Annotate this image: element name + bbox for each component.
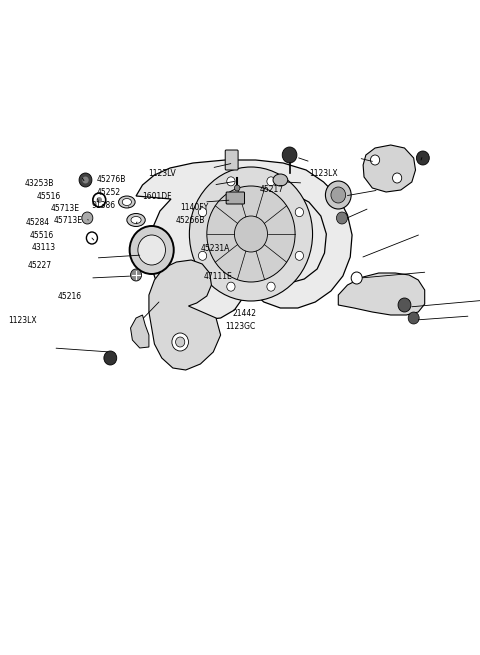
Ellipse shape [119, 196, 135, 208]
Circle shape [267, 177, 275, 186]
Ellipse shape [273, 174, 288, 186]
Ellipse shape [131, 217, 141, 223]
Circle shape [295, 252, 303, 260]
Circle shape [138, 235, 166, 265]
Text: 45266B: 45266B [176, 216, 205, 225]
Text: 1123LV: 1123LV [148, 169, 176, 178]
Ellipse shape [127, 214, 145, 227]
Text: 45713E: 45713E [54, 216, 83, 225]
Text: 45231A: 45231A [201, 244, 230, 253]
Polygon shape [149, 260, 221, 370]
Circle shape [93, 193, 106, 207]
Circle shape [176, 337, 185, 347]
Text: 43253B: 43253B [24, 179, 54, 188]
Circle shape [371, 155, 380, 165]
Ellipse shape [122, 198, 132, 206]
Circle shape [79, 173, 92, 187]
Text: 1140FY: 1140FY [180, 203, 208, 212]
Text: 45516: 45516 [36, 192, 60, 201]
Text: 45284: 45284 [25, 218, 50, 227]
Circle shape [398, 298, 411, 312]
Text: 45516: 45516 [30, 231, 54, 240]
FancyBboxPatch shape [225, 150, 238, 170]
Text: 45713E: 45713E [51, 204, 80, 213]
Text: 45217: 45217 [260, 185, 284, 195]
Polygon shape [338, 273, 425, 315]
Circle shape [172, 333, 189, 351]
Polygon shape [363, 145, 416, 192]
Text: 1601DF: 1601DF [142, 192, 171, 201]
Circle shape [417, 151, 429, 165]
Circle shape [331, 187, 346, 203]
Text: 1123LX: 1123LX [309, 169, 337, 178]
Circle shape [227, 177, 235, 186]
Text: 91386: 91386 [92, 201, 116, 210]
Circle shape [295, 208, 303, 217]
Circle shape [82, 176, 89, 183]
Text: 47111E: 47111E [204, 272, 233, 281]
Circle shape [198, 252, 207, 260]
Circle shape [351, 272, 362, 284]
Text: 45276B: 45276B [96, 175, 126, 184]
Circle shape [267, 282, 275, 291]
Circle shape [207, 186, 295, 282]
Polygon shape [136, 160, 352, 320]
FancyBboxPatch shape [226, 192, 244, 204]
Circle shape [131, 269, 142, 281]
Circle shape [130, 226, 174, 274]
Text: 45216: 45216 [58, 291, 82, 301]
Circle shape [198, 208, 207, 217]
Circle shape [393, 173, 402, 183]
Polygon shape [131, 315, 149, 348]
Circle shape [104, 351, 117, 365]
Text: 43113: 43113 [32, 243, 56, 252]
Circle shape [234, 185, 240, 191]
Circle shape [227, 282, 235, 291]
Circle shape [282, 147, 297, 163]
Text: 1123LX: 1123LX [8, 316, 36, 326]
Circle shape [234, 216, 267, 252]
Circle shape [325, 181, 351, 209]
Circle shape [190, 167, 312, 301]
Circle shape [82, 212, 93, 224]
Circle shape [86, 232, 97, 244]
Text: 1123GC: 1123GC [225, 322, 255, 331]
Circle shape [96, 197, 102, 203]
Circle shape [336, 212, 348, 224]
Text: 21442: 21442 [233, 309, 257, 318]
Text: 45252: 45252 [96, 188, 120, 197]
Circle shape [408, 312, 419, 324]
Text: 45227: 45227 [27, 261, 51, 270]
